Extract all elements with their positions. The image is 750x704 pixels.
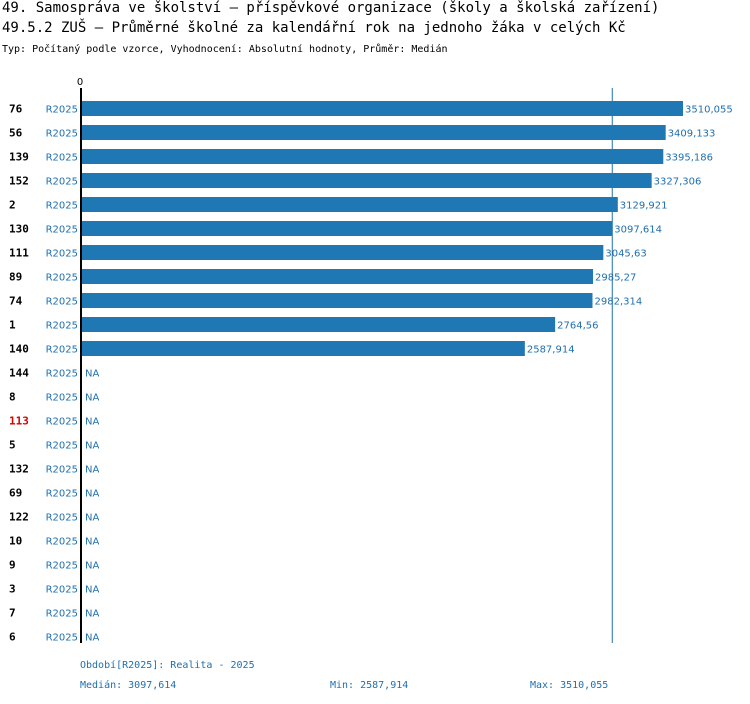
row-id-label: 140 xyxy=(9,343,29,356)
row-id-label: 76 xyxy=(9,103,23,116)
row-id-label: 5 xyxy=(9,439,16,452)
bar-value-label: 3129,921 xyxy=(620,201,668,212)
bar xyxy=(82,245,604,260)
row-id-label: 130 xyxy=(9,223,29,236)
row-period-label: R2025 xyxy=(46,201,78,212)
row-id-label: 3 xyxy=(9,583,16,596)
row-period-label: R2025 xyxy=(46,417,78,428)
na-label: NA xyxy=(85,561,99,572)
bar xyxy=(82,101,683,116)
row-period-label: R2025 xyxy=(46,345,78,356)
footer-period: Období[R2025]: Realita - 2025 xyxy=(80,660,255,671)
bar-value-label: 2985,27 xyxy=(595,273,636,284)
row-id-label: 89 xyxy=(9,271,22,284)
row-id-label: 132 xyxy=(9,463,29,476)
row-period-label: R2025 xyxy=(46,105,78,116)
row-period-label: R2025 xyxy=(46,585,78,596)
bar-value-label: 2764,56 xyxy=(557,321,598,332)
row-id-label: 7 xyxy=(9,607,16,620)
na-label: NA xyxy=(85,633,99,644)
chart-subtitle-indicator: 49.5.2 ZUŠ – Průměrné školné za kalendář… xyxy=(2,20,626,36)
row-period-label: R2025 xyxy=(46,465,78,476)
footer-median: Medián: 3097,614 xyxy=(80,680,177,691)
row-id-label: 56 xyxy=(9,127,23,140)
row-id-label: 9 xyxy=(9,559,16,572)
footer-min: Min: 2587,914 xyxy=(330,680,409,691)
bar-value-label: 3409,133 xyxy=(668,129,716,140)
x-axis-zero-label: 0 xyxy=(77,77,83,88)
na-label: NA xyxy=(85,441,99,452)
row-id-label: 122 xyxy=(9,511,29,524)
chart-type-description: Typ: Počítaný podle vzorce, Vyhodnocení:… xyxy=(2,44,448,55)
bar-value-label: 2982,314 xyxy=(594,297,642,308)
bar-value-label: 3097,614 xyxy=(614,225,662,236)
row-id-label: 111 xyxy=(9,247,29,260)
row-period-label: R2025 xyxy=(46,129,78,140)
bar xyxy=(82,317,556,332)
na-label: NA xyxy=(85,513,99,524)
na-label: NA xyxy=(85,609,99,620)
row-period-label: R2025 xyxy=(46,153,78,164)
bar xyxy=(82,149,664,164)
row-id-label: 74 xyxy=(9,295,23,308)
row-period-label: R2025 xyxy=(46,369,78,380)
na-label: NA xyxy=(85,489,99,500)
row-id-label: 144 xyxy=(9,367,29,380)
bar xyxy=(82,221,613,236)
row-id-label: 2 xyxy=(9,199,16,212)
na-label: NA xyxy=(85,369,99,380)
row-period-label: R2025 xyxy=(46,513,78,524)
bar xyxy=(82,173,652,188)
row-id-label: 10 xyxy=(9,535,22,548)
row-period-label: R2025 xyxy=(46,561,78,572)
na-label: NA xyxy=(85,393,99,404)
na-label: NA xyxy=(85,417,99,428)
bar xyxy=(82,293,593,308)
row-period-label: R2025 xyxy=(46,273,78,284)
bar xyxy=(82,197,618,212)
bar xyxy=(82,341,525,356)
row-period-label: R2025 xyxy=(46,249,78,260)
bar xyxy=(82,269,593,284)
row-period-label: R2025 xyxy=(46,441,78,452)
bar xyxy=(82,125,666,140)
row-period-label: R2025 xyxy=(46,633,78,644)
row-id-label: 6 xyxy=(9,631,16,644)
row-id-label: 139 xyxy=(9,151,29,164)
row-period-label: R2025 xyxy=(46,537,78,548)
row-period-label: R2025 xyxy=(46,489,78,500)
row-id-label: 1 xyxy=(9,319,16,332)
row-period-label: R2025 xyxy=(46,321,78,332)
row-period-label: R2025 xyxy=(46,225,78,236)
bar-value-label: 3395,186 xyxy=(665,153,713,164)
row-id-label: 8 xyxy=(9,391,16,404)
row-id-label: 69 xyxy=(9,487,22,500)
row-period-label: R2025 xyxy=(46,177,78,188)
bar-value-label: 3045,63 xyxy=(605,249,646,260)
na-label: NA xyxy=(85,537,99,548)
row-period-label: R2025 xyxy=(46,609,78,620)
na-label: NA xyxy=(85,585,99,596)
chart-title: 49. Samospráva ve školství – příspěvkové… xyxy=(2,0,660,16)
row-id-label: 152 xyxy=(9,175,29,188)
row-id-label: 113 xyxy=(9,415,29,428)
bar-value-label: 3327,306 xyxy=(654,177,702,188)
row-period-label: R2025 xyxy=(46,393,78,404)
footer-max: Max: 3510,055 xyxy=(530,680,609,691)
row-period-label: R2025 xyxy=(46,297,78,308)
bar-value-label: 3510,055 xyxy=(685,105,733,116)
bar-value-label: 2587,914 xyxy=(527,345,575,356)
na-label: NA xyxy=(85,465,99,476)
